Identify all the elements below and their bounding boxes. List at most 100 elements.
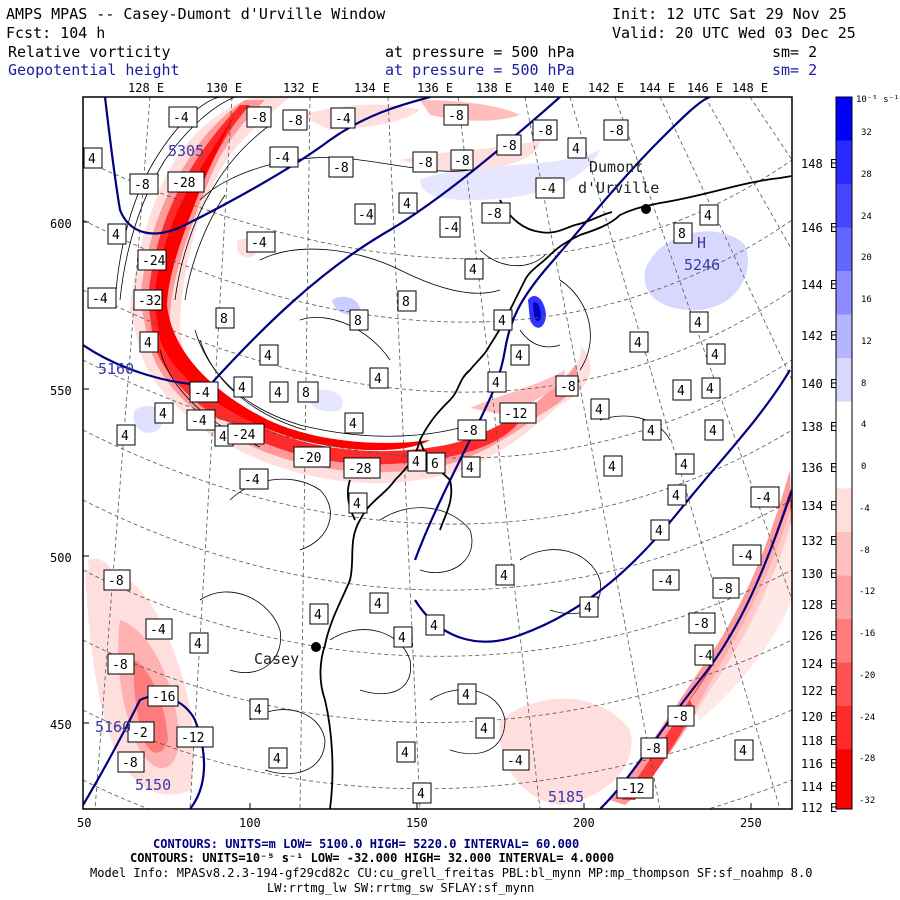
svg-text:4: 4: [492, 376, 500, 391]
axis-ticks: [82, 221, 752, 809]
svg-text:8: 8: [402, 295, 410, 310]
svg-text:-4: -4: [194, 386, 210, 401]
vort-label: -4: [173, 111, 189, 126]
colorbar-tick-label: 24: [861, 211, 872, 222]
colorbar-tick-label: 20: [861, 253, 872, 264]
svg-text:-12: -12: [504, 407, 527, 422]
svg-text:-28: -28: [348, 462, 371, 477]
height-label-5185: 5185: [548, 788, 584, 806]
plot-area: -4 -8 -8 -4 -8 -8 -8 -8 4 4 -8 -28 -4: [83, 97, 792, 809]
colorbar-tick-label: 0: [861, 462, 867, 472]
svg-text:4: 4: [634, 336, 642, 351]
colorbar-tick-label: 8: [861, 378, 867, 389]
svg-text:8: 8: [354, 314, 362, 329]
svg-text:-8: -8: [693, 617, 709, 632]
colorbar-tick-label: -24: [859, 712, 876, 723]
colorbar-swatch: [836, 619, 852, 663]
svg-text:4: 4: [672, 489, 680, 504]
colorbar: [836, 97, 852, 809]
svg-text:-16: -16: [152, 690, 175, 705]
field2-level: at pressure = 500 hPa: [385, 61, 575, 79]
svg-text:4: 4: [704, 209, 712, 224]
svg-text:-8: -8: [486, 207, 502, 222]
field1-level: at pressure = 500 hPa: [385, 43, 575, 61]
colorbar-tick-label: 12: [861, 336, 872, 347]
svg-text:4: 4: [466, 461, 474, 476]
svg-text:4: 4: [462, 688, 470, 703]
svg-text:4: 4: [706, 382, 714, 397]
top-lon-label: 136 E: [417, 81, 454, 95]
svg-text:4: 4: [584, 601, 592, 616]
model-info: Model Info: MPASv8.2.3-194-gf29cd82c CU:…: [90, 866, 813, 880]
x-axis-label: 150: [406, 816, 428, 830]
svg-text:-12: -12: [181, 731, 204, 746]
top-lon-label: 142 E: [588, 81, 625, 95]
dumont-durville-label-line1: Dumont: [589, 158, 643, 176]
svg-text:4: 4: [144, 336, 152, 351]
right-lon-label: 138 E: [801, 420, 838, 434]
svg-text:-4: -4: [755, 491, 771, 506]
colorbar-tick-label: -32: [859, 796, 876, 806]
svg-text:-24: -24: [232, 428, 256, 443]
colorbar-swatch: [836, 314, 852, 359]
colorbar-tick-label: -12: [859, 587, 876, 598]
svg-text:-8: -8: [454, 154, 470, 169]
svg-text:8: 8: [302, 386, 310, 401]
svg-text:6: 6: [431, 457, 439, 472]
svg-text:4: 4: [469, 263, 477, 278]
svg-text:-8: -8: [287, 114, 303, 129]
svg-text:4: 4: [647, 424, 655, 439]
svg-text:4: 4: [694, 316, 702, 331]
height-contour-info: CONTOURS: UNITS=m LOW= 5100.0 HIGH= 5220…: [153, 837, 580, 851]
svg-text:-4: -4: [657, 574, 673, 589]
right-lon-label: 142 E: [801, 329, 838, 343]
casey-station-marker: [311, 642, 321, 652]
svg-text:-4: -4: [335, 112, 351, 127]
right-lon-label: 132 E: [801, 534, 838, 548]
svg-text:4: 4: [219, 430, 227, 445]
vorticity-contour-info: CONTOURS: UNITS=10⁻⁵ s⁻¹ LOW= -32.000 HI…: [130, 851, 615, 865]
colorbar-tick-label: -4: [859, 503, 870, 514]
field2-name: Geopotential height: [8, 61, 180, 79]
colorbar-swatch: [836, 358, 852, 402]
svg-text:-4: -4: [274, 151, 290, 166]
svg-text:4: 4: [273, 752, 281, 767]
svg-text:4: 4: [374, 597, 382, 612]
svg-text:-8: -8: [112, 658, 128, 673]
colorbar-tick-label: 16: [861, 295, 872, 305]
svg-text:4: 4: [709, 424, 717, 439]
colorbar-swatch: [836, 662, 852, 707]
svg-text:4: 4: [194, 637, 202, 652]
svg-text:4: 4: [412, 455, 420, 470]
colorbar-swatch: [836, 793, 852, 809]
svg-text:4: 4: [403, 197, 411, 212]
coastline: [319, 175, 792, 809]
top-lon-label: 140 E: [533, 81, 570, 95]
right-lon-label: 114 E: [801, 780, 838, 794]
vort-label: -8: [251, 111, 267, 126]
init-time: Init: 12 UTC Sat 29 Nov 25: [612, 5, 847, 23]
right-lon-label: 148 E: [801, 157, 838, 171]
top-lon-label: 146 E: [687, 81, 724, 95]
right-lon-label: 112 E: [801, 801, 838, 815]
right-lon-label: 146 E: [801, 221, 838, 235]
svg-text:4: 4: [480, 722, 488, 737]
svg-text:-32: -32: [138, 294, 161, 309]
plot-frame: [82, 96, 793, 810]
right-lon-label: 144 E: [801, 278, 838, 292]
model-info-physics: LW:rrtmg_lw SW:rrtmg_sw SFLAY:sf_mynn: [267, 881, 535, 895]
top-lon-label: 132 E: [283, 81, 320, 95]
colorbar-tick-label: -8: [859, 545, 870, 556]
top-lon-label: 148 E: [732, 81, 769, 95]
svg-text:4: 4: [264, 349, 272, 364]
svg-text:-4: -4: [251, 236, 267, 251]
svg-text:4: 4: [374, 372, 382, 387]
svg-text:4: 4: [121, 429, 129, 444]
svg-text:-8: -8: [560, 380, 576, 395]
colorbar-swatch: [836, 401, 852, 446]
high-center-value: 5246: [684, 256, 720, 274]
svg-text:-4: -4: [507, 754, 523, 769]
svg-text:4: 4: [314, 608, 322, 623]
svg-text:4: 4: [159, 407, 167, 422]
svg-text:-4: -4: [191, 414, 207, 429]
